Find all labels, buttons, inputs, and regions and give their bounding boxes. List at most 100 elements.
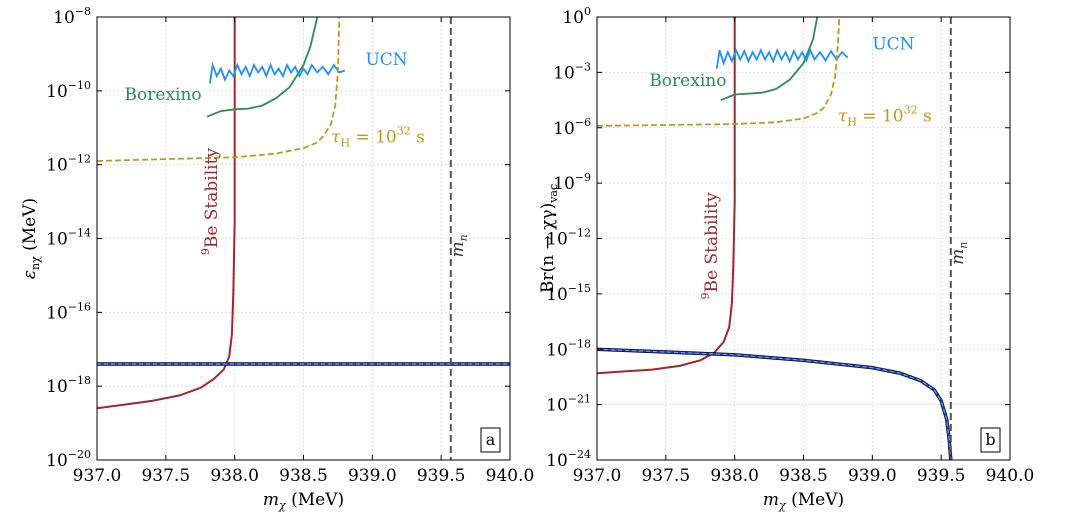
y-tick-exp: −6 <box>575 116 591 129</box>
y-tick-base: 10 <box>46 303 68 323</box>
y-tick-label: 10−12 <box>46 153 91 176</box>
tau-unit: s <box>918 106 932 126</box>
x-label-sub: χ <box>778 499 787 512</box>
series-band-center <box>597 348 952 460</box>
be-label-main: Be Stability <box>702 192 722 293</box>
x-tick-label: 938.0 <box>710 466 759 486</box>
y-tick-label: 10−6 <box>553 116 591 139</box>
y-tick-base: 10 <box>53 8 75 28</box>
be-label-pre: 9 <box>199 248 212 255</box>
x-tick-label: 937.5 <box>641 466 690 486</box>
borexino-label: Borexino <box>125 85 202 105</box>
y-tick-label: 10−20 <box>46 448 91 471</box>
y-tick-base: 10 <box>553 63 575 83</box>
y-tick-label: 10−15 <box>546 282 591 305</box>
y-tick-base: 10 <box>46 377 68 397</box>
series-ucn <box>715 47 849 69</box>
y-tick-label: 10−18 <box>546 337 591 360</box>
x-tick-label: 939.0 <box>848 466 897 486</box>
panel-a: 937.0 937.5 938.0 938.5 939.0 939.5 940.010−81… <box>20 5 534 512</box>
mn-main: m <box>948 249 968 265</box>
y-tick-exp: −10 <box>68 79 91 92</box>
x-tick-label: 939.5 <box>917 466 966 486</box>
y-tick-exp: 0 <box>584 5 591 18</box>
tau-main: τ <box>331 128 341 148</box>
y-tick-exp: −9 <box>575 171 591 184</box>
panel-b: 937.0 937.5 938.0 938.5 939.0 939.5 940.010010… <box>538 5 1034 512</box>
x-tick-label: 938.0 <box>210 466 259 486</box>
y-label-sub: vac <box>547 184 560 204</box>
y-tick-exp: −21 <box>568 393 591 406</box>
mn-sub: n <box>457 234 470 241</box>
be-label-pre: 9 <box>699 292 712 299</box>
tau-h-label: τH = 1032 s <box>331 125 425 150</box>
y-tick-base: 10 <box>546 285 568 305</box>
x-tick-label: 937.0 <box>573 466 622 486</box>
x-label-unit: (MeV) <box>786 490 844 510</box>
tau-eq: = 10 <box>857 106 904 126</box>
series-tauH <box>97 17 341 162</box>
y-tick-label: 10−14 <box>46 227 91 250</box>
y-tick-label: 100 <box>562 5 591 28</box>
borexino-label: Borexino <box>649 71 726 91</box>
y-tick-base: 10 <box>546 230 568 250</box>
y-tick-exp: −8 <box>75 5 91 18</box>
y-tick-exp: −12 <box>568 227 591 240</box>
tau-sub: H <box>847 115 857 128</box>
curves <box>97 17 510 410</box>
be-label-main: Be Stability <box>202 148 222 249</box>
y-tick-exp: −12 <box>68 153 91 166</box>
x-tick-label: 938.5 <box>779 466 828 486</box>
y-tick-label: 10−3 <box>553 60 591 83</box>
y-tick-label: 10−18 <box>46 374 91 397</box>
ucn-label: UCN <box>872 34 914 54</box>
y-tick-base: 10 <box>553 174 575 194</box>
x-label-main: m <box>763 490 779 510</box>
x-tick-label: 939.0 <box>348 466 397 486</box>
y-tick-exp: −16 <box>68 300 91 313</box>
x-label-unit: (MeV) <box>286 490 344 510</box>
y-tick-base: 10 <box>46 156 68 176</box>
y-tick-label: 10−12 <box>546 227 591 250</box>
x-tick-label: 937.5 <box>141 466 190 486</box>
y-tick-base: 10 <box>546 340 568 360</box>
x-tick-label: 939.5 <box>417 466 466 486</box>
x-tick-label: 940.0 <box>486 466 535 486</box>
y-tick-exp: −20 <box>68 448 91 461</box>
y-tick-base: 10 <box>562 8 584 28</box>
y-tick-exp: −18 <box>68 374 91 387</box>
y-tick-base: 10 <box>46 451 68 471</box>
panel-tag-box <box>980 427 1001 453</box>
curves <box>597 17 953 460</box>
mn-sub: n <box>957 242 970 249</box>
be-stability-label: 9Be Stability <box>699 192 722 300</box>
series-borexino <box>206 17 319 118</box>
y-tick-label: 10−10 <box>46 79 91 102</box>
tau-eq: = 10 <box>350 128 397 148</box>
y-tick-base: 10 <box>546 396 568 416</box>
be-stability-label: 9Be Stability <box>199 148 222 256</box>
y-tick-base: 10 <box>46 230 68 250</box>
y-tick-base: 10 <box>546 451 568 471</box>
y-label-sub: nχ <box>29 256 42 270</box>
y-tick-base: 10 <box>46 82 68 102</box>
y-tick-exp: −15 <box>568 282 591 295</box>
y-axis-label: Br(n → χγ)vac <box>538 184 560 293</box>
panel-tag-label: a <box>486 430 496 449</box>
series-be <box>97 17 236 410</box>
series-tauH <box>597 17 841 127</box>
y-tick-label: 10−24 <box>546 448 591 471</box>
y-tick-exp: −24 <box>568 448 591 461</box>
series-be <box>597 17 736 375</box>
y-tick-label: 10−8 <box>53 5 91 28</box>
tau-main: τ <box>838 106 848 126</box>
y-label-main: Br(n → χγ) <box>538 203 558 293</box>
mn-label: mn <box>448 234 470 257</box>
y-tick-label: 10−21 <box>546 393 591 416</box>
tau-h-label: τH = 1032 s <box>838 103 932 128</box>
tau-exp: 32 <box>397 125 411 138</box>
ucn-label: UCN <box>365 50 407 70</box>
mn-main: m <box>448 241 468 257</box>
x-axis-label: mχ (MeV) <box>763 490 844 512</box>
